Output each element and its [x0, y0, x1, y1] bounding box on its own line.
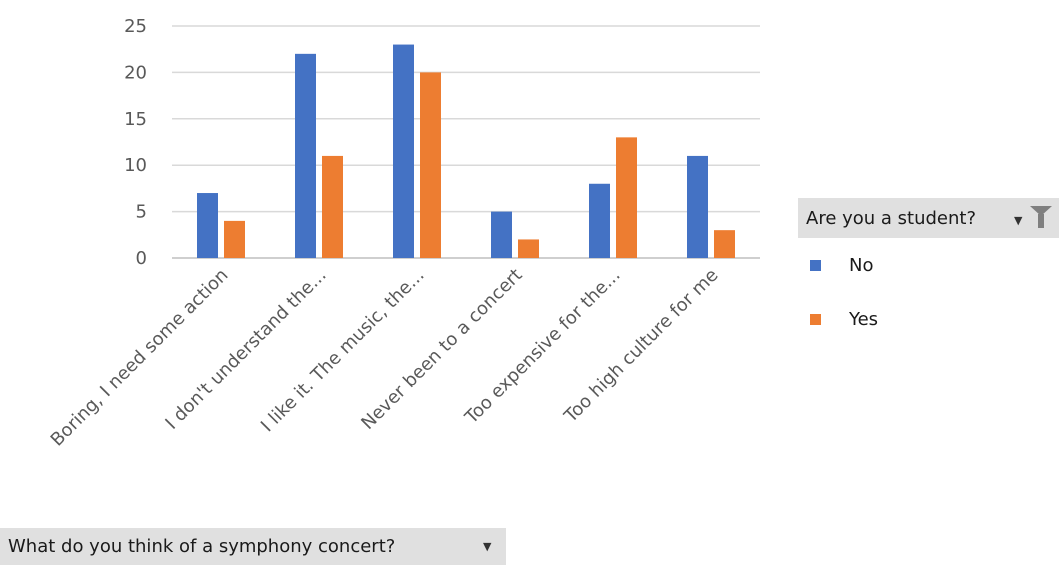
legend-item-yes: Yes: [810, 309, 878, 330]
bar-no-2: [393, 44, 414, 259]
bar-yes-0: [224, 220, 245, 258]
legend-filter-button[interactable]: Are you a student? ▼: [798, 198, 1059, 238]
y-tick-label: 15: [124, 109, 147, 130]
bar-no-3: [491, 211, 512, 258]
legend-item-no: No: [810, 255, 873, 276]
axis-filter-label: What do you think of a symphony concert?: [8, 536, 396, 557]
legend-filter-label: Are you a student?: [806, 207, 977, 229]
bar-yes-2: [420, 72, 441, 259]
y-tick-label: 0: [136, 248, 147, 269]
bar-yes-3: [518, 239, 539, 258]
legend-swatch-yes: [810, 314, 821, 325]
bar-yes-5: [714, 230, 735, 258]
y-tick-label: 20: [124, 62, 147, 83]
legend-swatch-no: [810, 260, 821, 271]
legend-label-no: No: [849, 255, 874, 276]
dropdown-arrow-icon: ▼: [483, 540, 492, 553]
bar-no-0: [197, 193, 218, 258]
category-label: I don't understand the...: [161, 265, 330, 434]
category-label: Never been to a concert: [357, 265, 526, 434]
filter-funnel-stem: [1038, 214, 1044, 228]
dropdown-arrow-icon: ▼: [1014, 214, 1023, 227]
bar-no-1: [295, 53, 316, 259]
y-tick-label: 5: [136, 202, 147, 223]
y-tick-label: 25: [124, 16, 147, 37]
category-label: Too expensive for the...: [460, 265, 624, 429]
bar-no-4: [589, 183, 610, 258]
y-tick-label: 10: [124, 155, 147, 176]
category-label: I like it. The music, the...: [257, 265, 429, 437]
bar-yes-1: [322, 155, 343, 258]
y-axis-ticks: 0 5 10 15 20 25: [124, 16, 147, 269]
filter-funnel-icon: [1030, 206, 1052, 216]
bar-no-5: [687, 155, 708, 258]
legend-label-yes: Yes: [849, 309, 879, 330]
category-label: Boring, I need some action: [47, 265, 233, 451]
bar-yes-4: [616, 137, 637, 258]
axis-filter-button[interactable]: What do you think of a symphony concert?…: [0, 528, 506, 565]
bars: [197, 44, 735, 259]
gridlines: [172, 25, 760, 259]
